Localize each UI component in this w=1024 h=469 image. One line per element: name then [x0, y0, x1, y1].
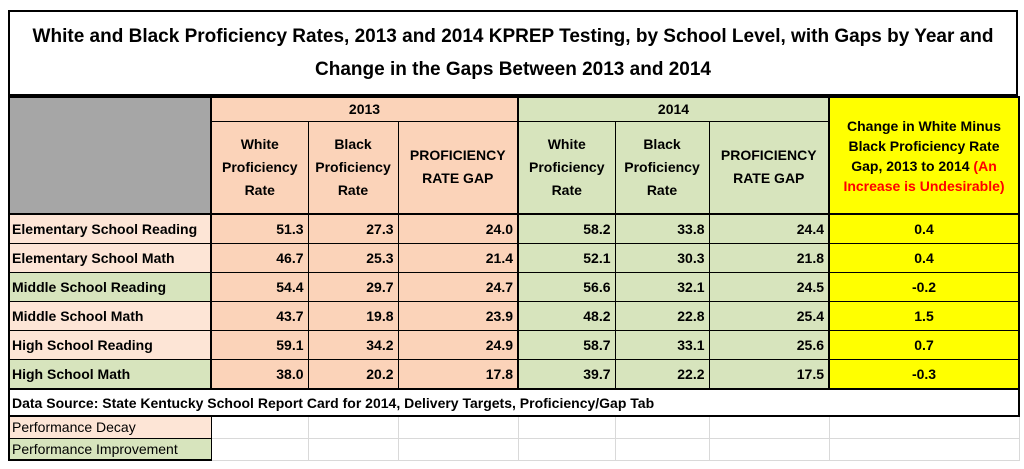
- row-label: High School Math: [8, 358, 212, 390]
- cell-change: 1.5: [828, 300, 1020, 331]
- cell-gap-2013: 23.9: [397, 300, 519, 331]
- cell-black-2014: 22.2: [614, 358, 710, 390]
- empty-cell: [210, 437, 309, 461]
- cell-white-2014: 39.7: [517, 358, 616, 390]
- corner-cell: [8, 96, 212, 215]
- cell-gap-2014: 25.4: [708, 300, 830, 331]
- row-label: Middle School Reading: [8, 271, 212, 302]
- cell-black-2013: 27.3: [307, 213, 399, 244]
- row-label: Elementary School Reading: [8, 213, 212, 244]
- cell-gap-2013: 24.7: [397, 271, 519, 302]
- cell-black-2013: 20.2: [307, 358, 399, 390]
- cell-gap-2013: 21.4: [397, 242, 519, 273]
- cell-gap-2014: 24.5: [708, 271, 830, 302]
- row-label: Middle School Math: [8, 300, 212, 331]
- cell-change: 0.4: [828, 213, 1020, 244]
- cell-gap-2014: 17.5: [708, 358, 830, 390]
- table-row: Middle School Reading 54.4 29.7 24.7 56.6 32.…: [8, 271, 1020, 302]
- table-row: High School Reading 59.1 34.2 24.9 58.7 33.1 2…: [8, 329, 1020, 360]
- empty-cell: [210, 415, 309, 439]
- cell-gap-2013: 17.8: [397, 358, 519, 390]
- cell-change: -0.2: [828, 271, 1020, 302]
- cell-black-2014: 33.1: [614, 329, 710, 360]
- cell-gap-2014: 21.8: [708, 242, 830, 273]
- empty-cell: [307, 415, 399, 439]
- cell-white-2013: 46.7: [210, 242, 309, 273]
- cell-white-2013: 54.4: [210, 271, 309, 302]
- row-label: High School Reading: [8, 329, 212, 360]
- empty-cell: [397, 415, 519, 439]
- col-header-gap-2013: PROFICIENCY RATE GAP: [397, 120, 519, 215]
- cell-black-2014: 30.3: [614, 242, 710, 273]
- empty-cell: [828, 415, 1020, 439]
- cell-black-2014: 22.8: [614, 300, 710, 331]
- cell-white-2014: 56.6: [517, 271, 616, 302]
- cell-white-2014: 58.7: [517, 329, 616, 360]
- col-header-white-2014: White Proficiency Rate: [517, 120, 616, 215]
- change-header: Change in White Minus Black Proficiency …: [828, 96, 1020, 215]
- cell-change: -0.3: [828, 358, 1020, 390]
- data-source-note: Data Source: State Kentucky School Repor…: [8, 388, 1020, 417]
- empty-cell: [517, 415, 616, 439]
- cell-white-2013: 38.0: [210, 358, 309, 390]
- cell-white-2014: 58.2: [517, 213, 616, 244]
- empty-cell: [614, 437, 710, 461]
- table-row: Elementary School Math 46.7 25.3 21.4 52.1 30…: [8, 242, 1020, 273]
- empty-cell: [397, 437, 519, 461]
- cell-gap-2013: 24.0: [397, 213, 519, 244]
- cell-white-2014: 52.1: [517, 242, 616, 273]
- cell-change: 0.4: [828, 242, 1020, 273]
- cell-change: 0.7: [828, 329, 1020, 360]
- cell-black-2014: 32.1: [614, 271, 710, 302]
- change-header-note: (An Increase is Undesirable): [843, 157, 1005, 194]
- cell-white-2014: 48.2: [517, 300, 616, 331]
- cell-black-2013: 29.7: [307, 271, 399, 302]
- legend-performance-improvement: Performance Improvement: [8, 437, 212, 461]
- empty-cell: [614, 415, 710, 439]
- row-label: Elementary School Math: [8, 242, 212, 273]
- empty-cell: [307, 437, 399, 461]
- chart-title: White and Black Proficiency Rates, 2013 …: [8, 10, 1018, 96]
- cell-black-2013: 34.2: [307, 329, 399, 360]
- cell-gap-2014: 24.4: [708, 213, 830, 244]
- year-header-2014: 2014: [517, 96, 830, 122]
- col-header-gap-2014: PROFICIENCY RATE GAP: [708, 120, 830, 215]
- table-row: Middle School Math 43.7 19.8 23.9 48.2 22.8 25…: [8, 300, 1020, 331]
- col-header-black-2014: Black Proficiency Rate: [614, 120, 710, 215]
- empty-cell: [708, 437, 830, 461]
- empty-cell: [708, 415, 830, 439]
- empty-cell: [517, 437, 616, 461]
- cell-black-2014: 33.8: [614, 213, 710, 244]
- table-row: Elementary School Reading 51.3 27.3 24.0 58.…: [8, 213, 1020, 244]
- col-header-black-2013: Black Proficiency Rate: [307, 120, 399, 215]
- cell-white-2013: 43.7: [210, 300, 309, 331]
- cell-black-2013: 19.8: [307, 300, 399, 331]
- table-row: High School Math 38.0 20.2 17.8 39.7 22.2 17.5…: [8, 358, 1020, 390]
- legend-performance-decay: Performance Decay: [8, 415, 212, 439]
- cell-white-2013: 59.1: [210, 329, 309, 360]
- col-header-white-2013: White Proficiency Rate: [210, 120, 309, 215]
- cell-black-2013: 25.3: [307, 242, 399, 273]
- year-header-2013: 2013: [210, 96, 519, 122]
- empty-cell: [828, 437, 1020, 461]
- proficiency-table: 2013 2014 Change in White Minus Black Pr…: [8, 96, 1020, 461]
- cell-white-2013: 51.3: [210, 213, 309, 244]
- cell-gap-2013: 24.9: [397, 329, 519, 360]
- change-header-main: Change in White Minus Black Proficiency …: [847, 117, 1001, 174]
- cell-gap-2014: 25.6: [708, 329, 830, 360]
